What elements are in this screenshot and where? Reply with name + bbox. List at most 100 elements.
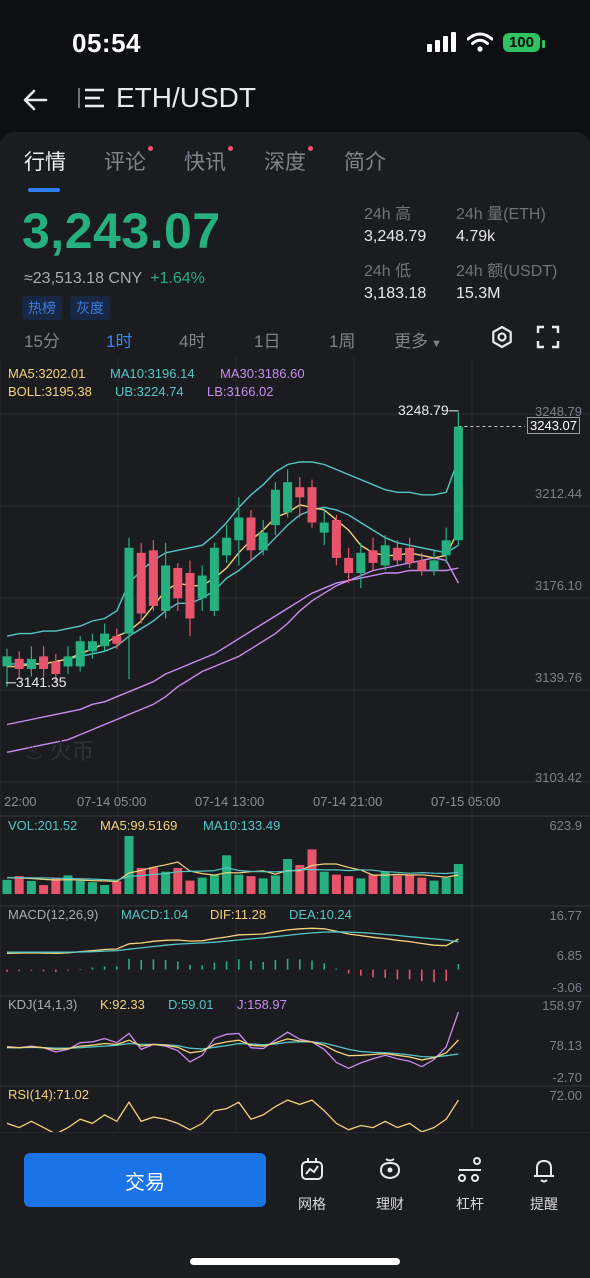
tag-hot[interactable]: 热榜 — [22, 296, 62, 320]
period-1w[interactable]: 1周 — [329, 332, 356, 351]
vol-indicator: VOL:201.52 — [8, 818, 78, 833]
volume-bar — [100, 885, 110, 894]
wealth-label: 理财 — [376, 1196, 404, 1212]
candle-body — [429, 560, 439, 571]
candle-body — [26, 658, 36, 669]
volume-bar — [344, 876, 354, 894]
volume-bar — [136, 867, 146, 894]
watermark-text: 火币 — [49, 739, 94, 764]
tab-depth[interactable]: 深度 — [264, 146, 313, 192]
ma10-line — [7, 506, 459, 665]
ma30-label: MA30:3186.60 — [220, 366, 305, 381]
candle-body — [405, 547, 415, 563]
x-label: 07-14 05:00 — [77, 794, 147, 809]
watermark-logo: ♨ 火币 — [24, 734, 94, 766]
vol-ma10-line — [7, 867, 459, 881]
ub-label: UB:3224.74 — [115, 384, 184, 399]
macd-label: 6.85 — [556, 948, 582, 963]
dea-value: DEA:10.24 — [289, 907, 352, 922]
period-more[interactable]: 更多 ▼ — [394, 327, 442, 352]
pair-selector[interactable]: ETH/USDT — [78, 82, 256, 114]
y-label: 3248.79 — [535, 404, 582, 419]
kdj-d-line — [7, 1041, 459, 1058]
candle-body — [2, 656, 12, 667]
kdj-j-line — [6, 1011, 460, 1070]
battery-badge: 100 — [502, 32, 546, 52]
stat-value: 3,183.18 — [364, 285, 427, 302]
volume-bar — [124, 836, 134, 894]
x-label: 07-14 21:00 — [313, 794, 383, 809]
wifi-icon — [466, 32, 493, 52]
candle-body — [441, 540, 451, 556]
stat-label: 24h 低 — [364, 263, 412, 280]
notification-dot — [228, 146, 233, 151]
volume-bar — [75, 880, 85, 894]
alert-label: 提醒 — [530, 1196, 558, 1212]
tab-label: 评论 — [104, 151, 146, 174]
fullscreen-icon[interactable] — [536, 325, 560, 349]
kdj-title: KDJ(14,1,3) — [8, 997, 78, 1012]
macd-label: 16.77 — [549, 908, 582, 923]
stat-low: 24h 低 3,183.18 — [364, 257, 504, 303]
stat-label: 24h 高 — [364, 206, 412, 223]
grid-trading-button[interactable]: 网格 — [282, 1155, 342, 1214]
ub-indicator: UB:3224.74 — [115, 384, 184, 399]
bottom-action-bar: 交易 网格 理财 杠杆 提醒 — [0, 1132, 590, 1278]
stat-label: 24h 量(ETH) — [456, 206, 546, 223]
x-label: 22:00 — [4, 794, 37, 809]
low-marker-value: 3141.35 — [15, 674, 67, 690]
volume-bar — [87, 882, 97, 894]
d-value: D:59.01 — [168, 997, 214, 1012]
tab-intro[interactable]: 简介 — [344, 146, 386, 192]
tab-comments[interactable]: 评论 — [104, 146, 153, 192]
candle-body — [356, 552, 366, 574]
candle-body — [87, 641, 97, 652]
period-15m[interactable]: 15分 — [24, 332, 60, 351]
lb-label: LB:3166.02 — [207, 384, 274, 399]
volume-bar — [234, 874, 244, 894]
candle-body — [14, 658, 24, 669]
kline-svg — [0, 358, 590, 1135]
tab-news[interactable]: 快讯 — [184, 146, 233, 192]
tag-grayscale[interactable]: 灰度 — [70, 296, 110, 320]
indicator-settings-icon[interactable] — [490, 325, 514, 349]
alert-button[interactable]: 提醒 — [514, 1155, 574, 1214]
period-4h[interactable]: 4时 — [179, 332, 206, 351]
volume-bar — [63, 875, 73, 894]
volume-bar — [392, 875, 402, 894]
trade-button[interactable]: 交易 — [24, 1153, 266, 1207]
volume-bar — [417, 877, 427, 894]
stat-high: 24h 高 3,248.79 — [364, 200, 504, 246]
tab-label: 深度 — [264, 151, 306, 174]
macd-title: MACD(12,26,9) — [8, 907, 99, 922]
j-value: J:158.97 — [237, 997, 287, 1012]
period-1d[interactable]: 1日 — [254, 332, 281, 351]
signal-icon — [426, 32, 456, 52]
vol-ma5-line — [6, 861, 459, 883]
period-1h[interactable]: 1时 — [106, 332, 133, 351]
wealth-button[interactable]: 理财 — [360, 1155, 420, 1214]
vol-ma10-indicator: MA10:133.49 — [203, 818, 281, 833]
volume-bar — [51, 878, 61, 894]
candle-body — [368, 550, 378, 563]
kline-chart[interactable]: MA5:3202.01 MA10:3196.14 MA30:3186.60 BO… — [0, 358, 590, 1138]
back-arrow-icon[interactable] — [18, 82, 54, 118]
volume-bar — [331, 874, 341, 894]
flame-icon: ♨ — [24, 739, 44, 764]
candle-body — [124, 547, 134, 634]
dif-value: DIF:11.28 — [210, 907, 267, 922]
volume-bar — [185, 880, 195, 894]
high-marker-value: 3248.79 — [398, 402, 449, 418]
volume-bar — [2, 879, 12, 894]
boll-ub-line — [6, 459, 460, 637]
candle-body — [222, 537, 232, 556]
candle-body — [283, 482, 293, 513]
x-label: 07-15 05:00 — [431, 794, 501, 809]
y-label: 3139.76 — [535, 670, 582, 685]
tab-label: 简介 — [344, 151, 386, 174]
ma10-label: MA10:3196.14 — [110, 366, 195, 381]
leverage-button[interactable]: 杠杆 — [440, 1155, 500, 1214]
rsi-label: 72.00 — [549, 1088, 582, 1103]
tab-market[interactable]: 行情 — [24, 146, 66, 192]
volume-bar — [14, 876, 24, 894]
